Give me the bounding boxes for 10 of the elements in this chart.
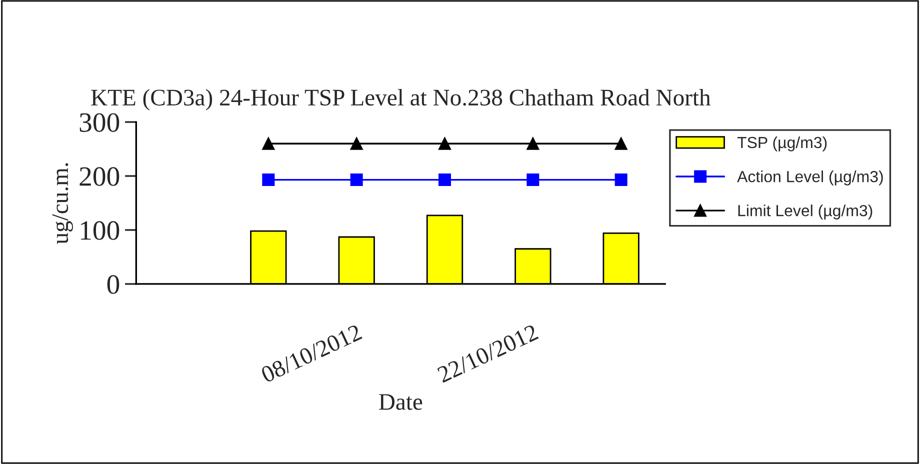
legend-label: Limit Level (µg/m3) — [738, 204, 872, 220]
y-tick-label: 0 — [107, 275, 120, 294]
y-tick-label: 300 — [80, 113, 120, 132]
y-tick-label: 100 — [80, 221, 120, 240]
x-axis-title: Date — [379, 394, 422, 410]
y-tick-label: 200 — [80, 167, 120, 186]
legend-label: TSP (µg/m3) — [737, 136, 827, 152]
y-axis-title: ug/cu.m. — [52, 163, 73, 244]
chart-title: KTE (CD3a) 24-Hour TSP Level at No.238 Chatham Road North — [91, 88, 711, 110]
legend-label: Action Level (µg/m3) — [737, 170, 883, 186]
